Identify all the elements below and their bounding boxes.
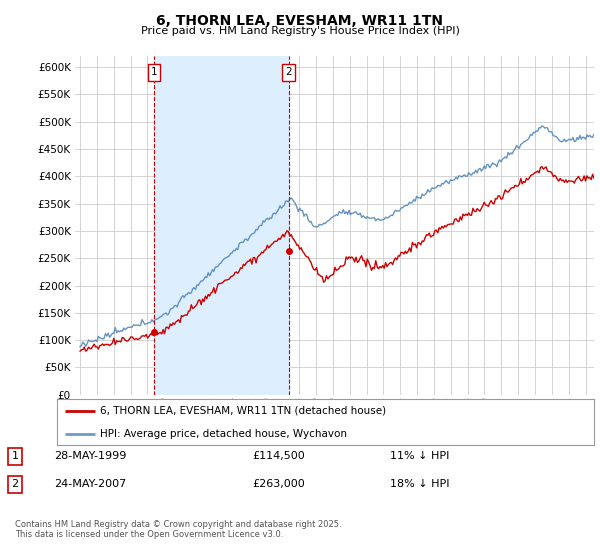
Text: 24-MAY-2007: 24-MAY-2007: [54, 479, 126, 489]
Text: 18% ↓ HPI: 18% ↓ HPI: [390, 479, 449, 489]
Text: 28-MAY-1999: 28-MAY-1999: [54, 451, 127, 461]
Text: 6, THORN LEA, EVESHAM, WR11 1TN: 6, THORN LEA, EVESHAM, WR11 1TN: [157, 14, 443, 28]
Text: 1: 1: [151, 67, 157, 77]
Text: Price paid vs. HM Land Registry's House Price Index (HPI): Price paid vs. HM Land Registry's House …: [140, 26, 460, 36]
Text: 2: 2: [286, 67, 292, 77]
Text: £114,500: £114,500: [252, 451, 305, 461]
Bar: [154, 56, 289, 395]
Text: HPI: Average price, detached house, Wychavon: HPI: Average price, detached house, Wych…: [100, 429, 347, 438]
Text: £263,000: £263,000: [252, 479, 305, 489]
Text: 2: 2: [11, 479, 19, 489]
Text: 6, THORN LEA, EVESHAM, WR11 1TN (detached house): 6, THORN LEA, EVESHAM, WR11 1TN (detache…: [100, 406, 386, 416]
Text: Contains HM Land Registry data © Crown copyright and database right 2025.
This d: Contains HM Land Registry data © Crown c…: [15, 520, 341, 539]
Text: 11% ↓ HPI: 11% ↓ HPI: [390, 451, 449, 461]
Text: 1: 1: [11, 451, 19, 461]
